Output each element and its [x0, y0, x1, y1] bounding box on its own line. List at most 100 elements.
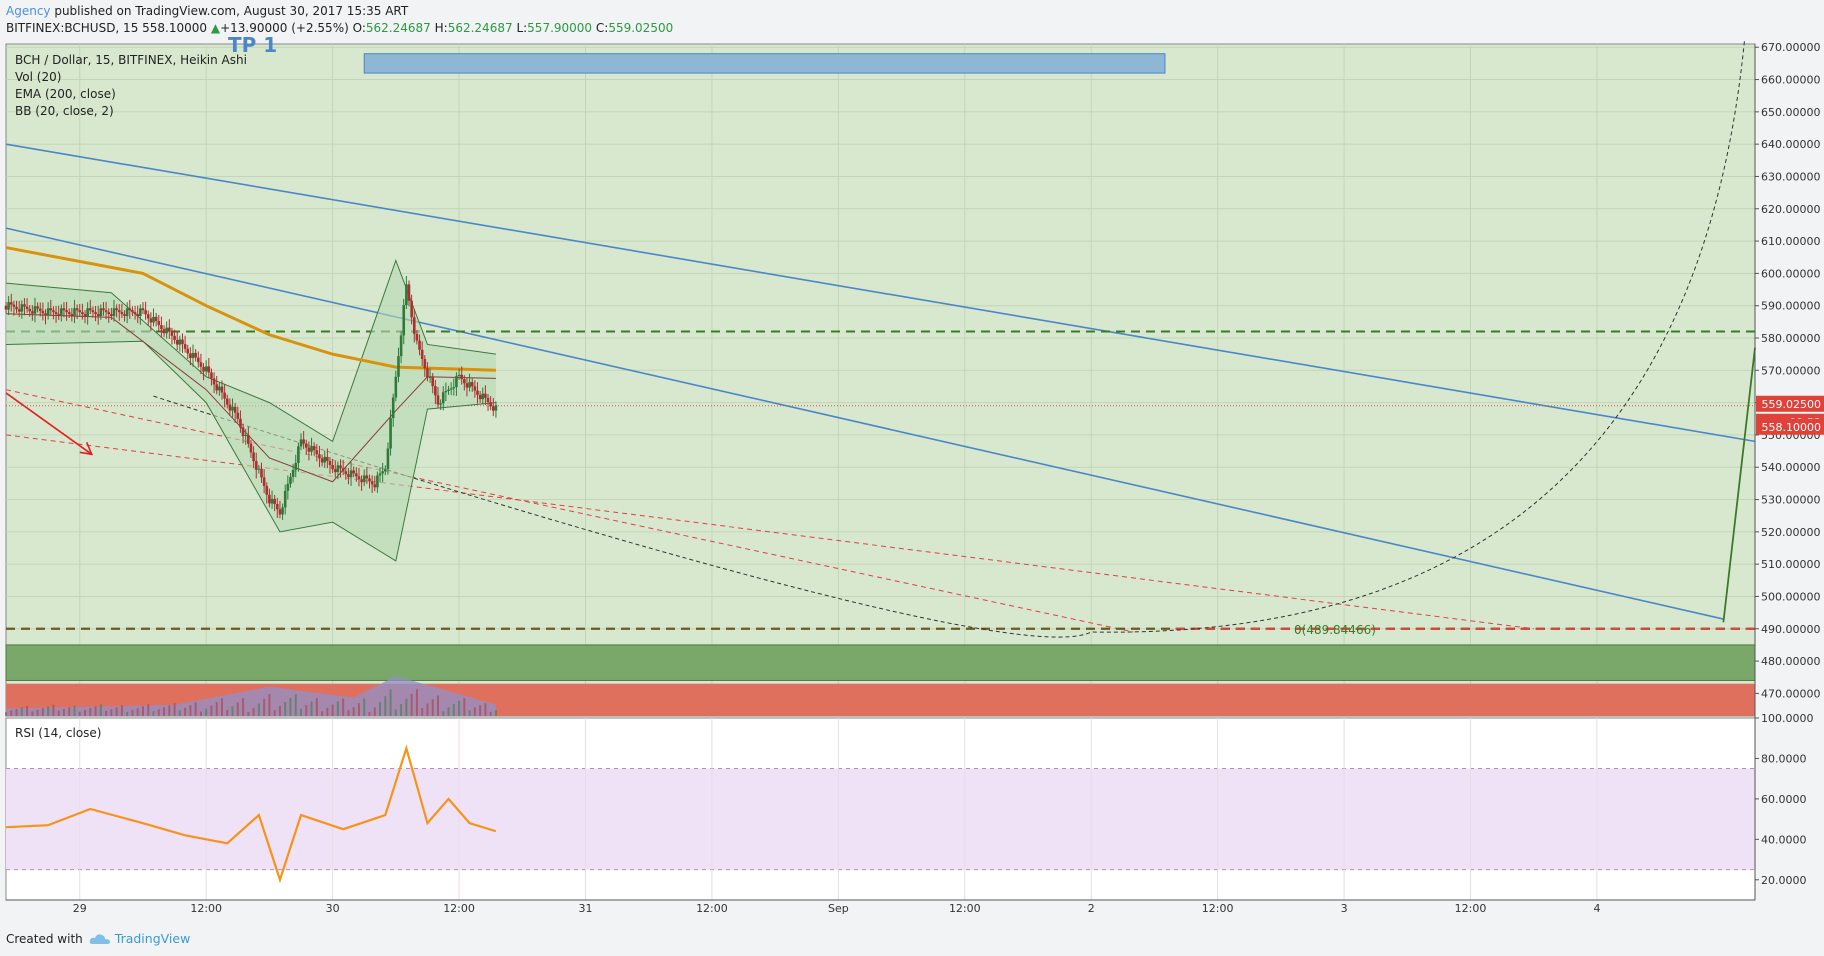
- volume-bar: [300, 708, 303, 716]
- candle-body: [165, 327, 168, 334]
- red-arrow-icon: [79, 442, 94, 456]
- volume-bar: [278, 705, 281, 716]
- candle-body: [441, 392, 445, 404]
- time-axis-label: 4: [1593, 902, 1600, 915]
- volume-bar: [5, 712, 7, 716]
- time-axis-label: 12:00: [443, 902, 475, 915]
- candle-body: [241, 427, 245, 437]
- candle-body: [452, 387, 456, 389]
- candle-body: [83, 314, 87, 317]
- author-link[interactable]: Agency: [6, 4, 51, 18]
- legend-ema: EMA (200, close): [15, 87, 116, 101]
- candle-body: [173, 335, 176, 340]
- volume-bar: [126, 712, 129, 716]
- candle-body: [28, 308, 32, 312]
- candle-body: [36, 306, 39, 309]
- candle-body: [38, 308, 42, 311]
- volume-bar: [284, 701, 287, 716]
- candle-body: [310, 446, 313, 452]
- candle-body: [210, 372, 213, 379]
- candle-body: [70, 314, 74, 317]
- candle-body: [494, 405, 498, 411]
- candle-body: [94, 312, 97, 315]
- volume-bar: [152, 711, 155, 716]
- candle-body: [376, 475, 379, 488]
- candle-body: [439, 403, 442, 405]
- candle-body: [204, 366, 208, 372]
- candle-body: [186, 348, 190, 354]
- open-label: O:: [352, 21, 366, 35]
- volume-bar: [384, 696, 387, 716]
- main-pane-background: [5, 43, 1756, 717]
- candle-body: [397, 356, 400, 377]
- candle-body: [386, 448, 390, 470]
- ema-line: [5, 246, 496, 372]
- volume-bar: [231, 706, 234, 716]
- volume-bar: [73, 705, 76, 716]
- price-axis-label: 540.00000: [1761, 461, 1821, 474]
- candle-body: [331, 465, 334, 470]
- volume-bar: [226, 709, 229, 716]
- volume-bar: [47, 706, 50, 716]
- candle-body: [244, 435, 247, 437]
- volume-bar: [178, 710, 181, 716]
- tradingview-link[interactable]: TradingView: [89, 931, 190, 946]
- candle-body: [304, 443, 308, 448]
- candle-body: [191, 352, 195, 359]
- candle-body: [333, 469, 337, 473]
- candle-body: [86, 308, 89, 317]
- candle-body: [457, 374, 461, 377]
- candle-body: [426, 368, 429, 378]
- candle-body: [128, 308, 132, 311]
- candle-body: [196, 357, 200, 363]
- candle-body: [394, 376, 398, 398]
- candle-body: [478, 394, 482, 400]
- candle-body: [133, 312, 137, 315]
- candle-body: [381, 471, 384, 474]
- volume-bar: [426, 703, 429, 716]
- candle-body: [294, 463, 298, 470]
- rsi-axis-label: 40.0000: [1761, 833, 1807, 846]
- publish-line: Agency published on TradingView.com, Aug…: [6, 4, 408, 18]
- cloud-icon: [89, 933, 110, 944]
- volume-bar: [257, 703, 260, 716]
- candle-body: [384, 469, 387, 472]
- candle-body: [373, 484, 377, 488]
- volume-bar: [479, 705, 482, 716]
- candle-body: [484, 393, 487, 398]
- candle-body: [183, 344, 187, 349]
- volume-bar: [26, 705, 29, 716]
- candle-body: [431, 376, 435, 387]
- candle-body: [336, 465, 340, 473]
- volume-bar: [168, 705, 171, 716]
- candle-body: [391, 397, 395, 419]
- volume-bar: [220, 698, 223, 716]
- candle-body: [7, 302, 10, 310]
- price-axis-label: 640.00000: [1761, 138, 1821, 151]
- candle-body: [33, 306, 37, 314]
- price-axis-label: 530.00000: [1761, 494, 1821, 507]
- candle-body: [447, 389, 450, 391]
- change-value: +13.90000 (+2.55%): [220, 21, 349, 35]
- volume-bar: [94, 706, 97, 716]
- candle-body: [157, 320, 161, 326]
- volume-bar: [141, 706, 144, 716]
- volume-bar: [289, 697, 292, 716]
- candle-body: [162, 329, 166, 334]
- candle-body: [181, 339, 184, 345]
- rsi-band: [6, 768, 1755, 870]
- price-axis-label: 500.00000: [1761, 590, 1821, 603]
- candle-body: [9, 302, 13, 305]
- volume-bar: [120, 705, 123, 716]
- volume-bar: [473, 707, 476, 716]
- price-axis-label: 650.00000: [1761, 106, 1821, 119]
- candle-body: [357, 476, 361, 480]
- candle-body: [286, 483, 290, 491]
- bollinger-basis: [5, 313, 496, 483]
- volume-bar: [315, 698, 318, 716]
- price-axis-label: 630.00000: [1761, 170, 1821, 183]
- candle-body: [268, 494, 271, 504]
- price-axis-label: 470.00000: [1761, 687, 1821, 700]
- volume-bar: [415, 689, 418, 716]
